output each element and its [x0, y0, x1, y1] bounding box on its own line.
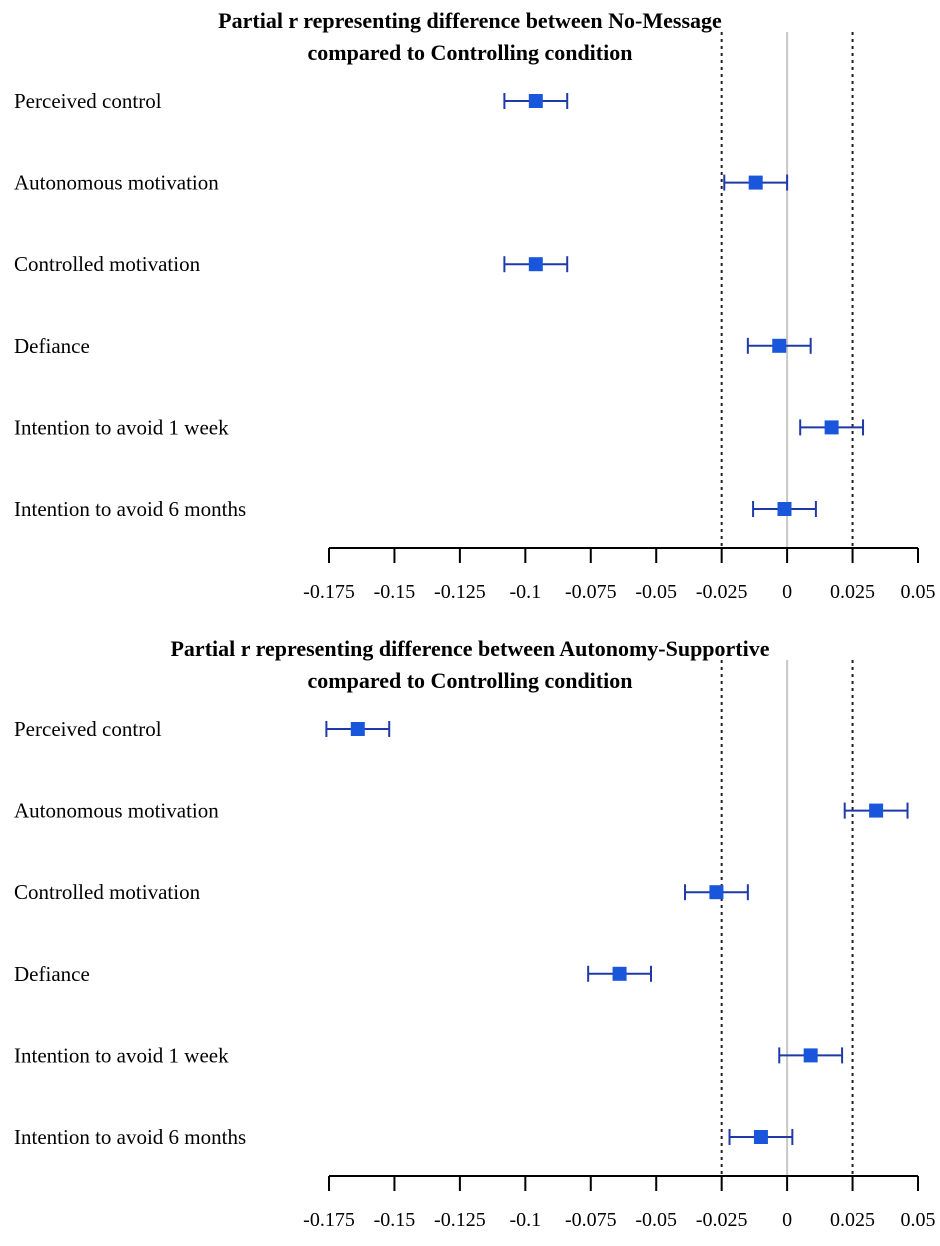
x-tick-label: -0.125 — [434, 1209, 486, 1231]
x-tick-label: -0.05 — [635, 1209, 677, 1231]
estimate-marker — [528, 94, 543, 108]
row-label: Intention to avoid 1 week — [14, 1043, 229, 1067]
x-tick-label: -0.075 — [565, 581, 617, 603]
x-tick-label: -0.125 — [434, 581, 486, 603]
estimate-marker — [753, 1130, 768, 1144]
chart-title-line: compared to Controlling condition — [308, 40, 633, 65]
x-tick-label: -0.175 — [303, 581, 355, 603]
row-label: Intention to avoid 6 months — [14, 497, 246, 521]
row-label: Perceived control — [14, 717, 162, 741]
x-tick-label: -0.05 — [635, 581, 677, 603]
x-tick-label: -0.025 — [696, 1209, 748, 1231]
row-label: Controlled motivation — [14, 880, 201, 904]
estimate-marker — [824, 420, 839, 435]
estimate-marker — [350, 722, 365, 736]
x-tick-label: 0.025 — [830, 1209, 875, 1231]
x-tick-label: -0.1 — [509, 581, 541, 603]
x-tick-label: 0.05 — [901, 581, 936, 603]
estimate-marker — [777, 502, 792, 516]
chart-title-line: compared to Controlling condition — [308, 668, 633, 693]
estimate-marker — [612, 966, 627, 981]
estimate-marker — [803, 1048, 818, 1063]
row-label: Perceived control — [14, 89, 162, 113]
row-label: Defiance — [14, 962, 90, 986]
estimate-marker — [528, 257, 543, 272]
forest-plot-svg: Partial r representing difference betwee… — [14, 8, 936, 603]
chart-title-line: Partial r representing difference betwee… — [170, 636, 769, 661]
estimate-marker — [748, 175, 763, 190]
x-tick-label: 0 — [782, 581, 792, 603]
row-label: Autonomous motivation — [14, 171, 219, 195]
estimate-marker — [709, 885, 724, 900]
forest-plot-svg: Partial r representing difference betwee… — [14, 636, 936, 1231]
estimate-marker — [772, 338, 787, 353]
x-tick-label: -0.15 — [374, 1209, 416, 1231]
estimate-marker — [869, 803, 884, 818]
x-tick-label: -0.075 — [565, 1209, 617, 1231]
x-tick-label: 0.025 — [830, 581, 875, 603]
forest-plot-no-message: Partial r representing difference betwee… — [0, 0, 940, 620]
row-label: Intention to avoid 1 week — [14, 415, 229, 439]
row-label: Controlled motivation — [14, 252, 201, 276]
x-tick-label: 0 — [782, 1209, 792, 1231]
forest-plot-autonomy-supportive: Partial r representing difference betwee… — [0, 628, 940, 1246]
x-tick-label: -0.1 — [509, 1209, 541, 1231]
row-label: Defiance — [14, 334, 90, 358]
x-tick-label: 0.05 — [901, 1209, 936, 1231]
x-tick-label: -0.15 — [374, 581, 416, 603]
row-label: Autonomous motivation — [14, 799, 219, 823]
x-tick-label: -0.025 — [696, 581, 748, 603]
x-tick-label: -0.175 — [303, 1209, 355, 1231]
row-label: Intention to avoid 6 months — [14, 1125, 246, 1149]
chart-title-line: Partial r representing difference betwee… — [218, 8, 722, 33]
